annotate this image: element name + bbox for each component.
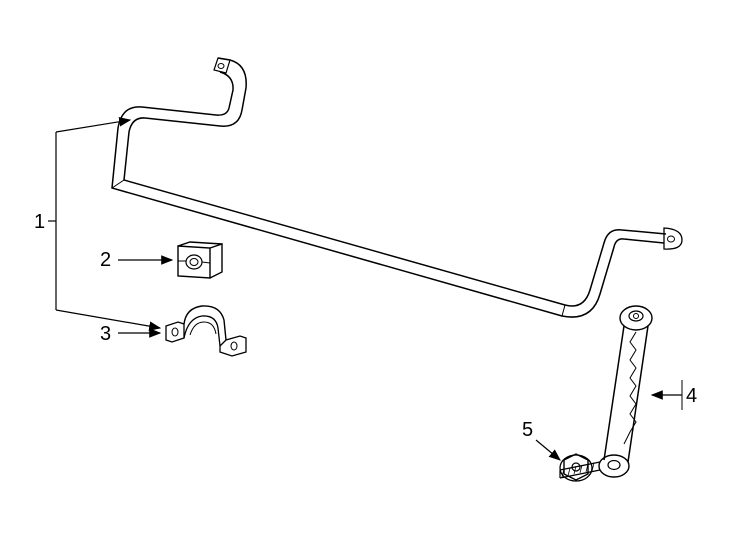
callout-1-label: 1 bbox=[34, 211, 45, 233]
callout-3-label: 3 bbox=[100, 323, 111, 345]
callout-5-label: 5 bbox=[522, 419, 533, 441]
callout-4: 4 bbox=[652, 380, 697, 410]
callout-2: 2 bbox=[100, 249, 172, 271]
stabilizer-link bbox=[560, 306, 652, 478]
callout-2-label: 2 bbox=[100, 249, 111, 271]
bushing bbox=[178, 242, 222, 278]
callout-5: 5 bbox=[522, 419, 560, 460]
stabilizer-bar bbox=[112, 58, 682, 317]
callout-4-label: 4 bbox=[686, 385, 697, 407]
callout-1: 1 bbox=[34, 120, 160, 328]
bracket-clamp bbox=[166, 306, 246, 356]
parts-diagram: 1 2 3 4 5 bbox=[0, 0, 734, 540]
